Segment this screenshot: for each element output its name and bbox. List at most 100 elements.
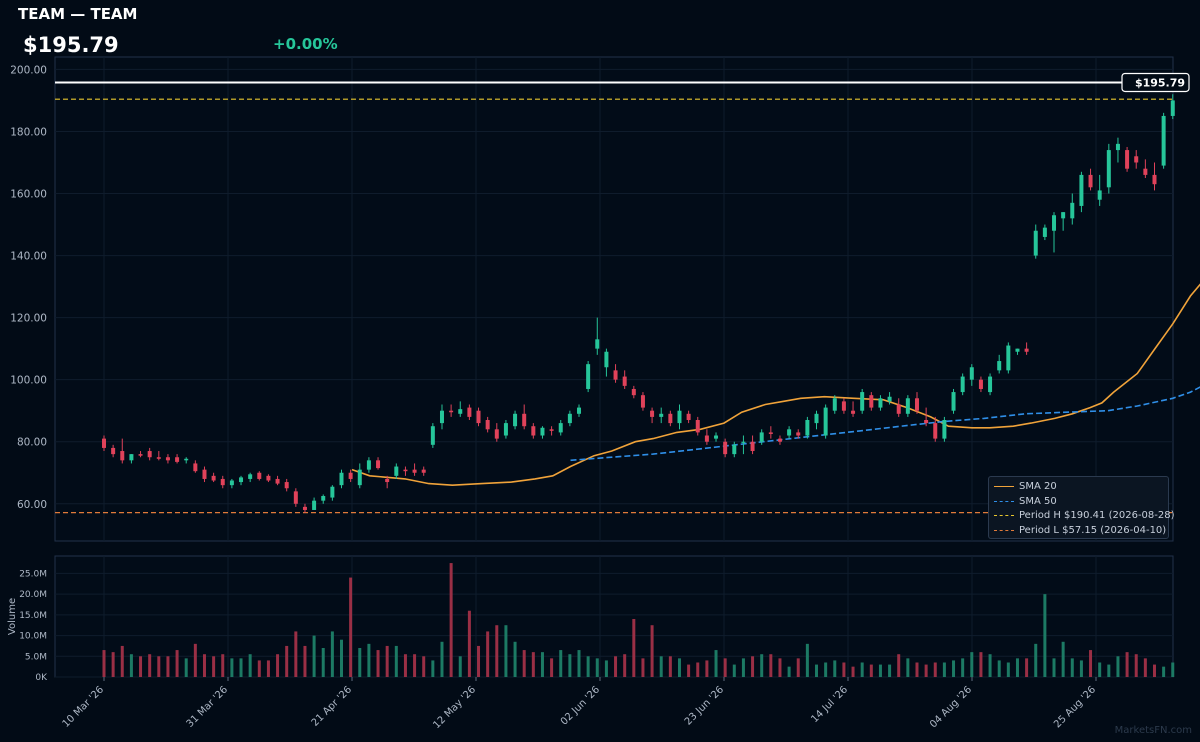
volume-bar bbox=[778, 658, 782, 677]
volume-bar bbox=[376, 650, 380, 677]
volume-bar bbox=[202, 654, 206, 677]
volume-bar bbox=[340, 639, 344, 677]
candle-body bbox=[759, 432, 764, 442]
volume-bar bbox=[769, 654, 773, 677]
candle-body bbox=[951, 392, 956, 411]
candle-body bbox=[156, 457, 161, 459]
volume-tick-label: 10.0M bbox=[19, 632, 47, 642]
last-price-label: $195.79 bbox=[1135, 76, 1185, 89]
candle-body bbox=[978, 379, 983, 389]
volume-bar bbox=[1070, 658, 1074, 677]
candle-body bbox=[467, 407, 472, 417]
volume-bar bbox=[230, 658, 234, 677]
candle-body bbox=[668, 413, 673, 424]
volume-bar bbox=[1116, 656, 1120, 677]
candle-body bbox=[595, 339, 600, 349]
candle-body bbox=[905, 398, 910, 414]
volume-bar bbox=[1034, 643, 1038, 677]
volume-bar bbox=[285, 645, 289, 677]
candle-body bbox=[229, 480, 234, 486]
legend-item-sma50: SMA 50 bbox=[989, 495, 1168, 509]
candle-body bbox=[385, 478, 390, 483]
volume-bar bbox=[276, 654, 280, 677]
moving-averages bbox=[351, 283, 1200, 487]
candle-body bbox=[394, 466, 399, 476]
volume-bar bbox=[869, 664, 873, 677]
volume-bar bbox=[1098, 662, 1102, 677]
legend: SMA 20 SMA 50 Period H $190.41 (2026-08-… bbox=[988, 476, 1175, 539]
volume-bar bbox=[394, 645, 398, 677]
volume-bar bbox=[604, 660, 608, 677]
sma20-line bbox=[351, 283, 1200, 487]
volume-bar bbox=[760, 654, 764, 677]
candle-body bbox=[257, 472, 262, 479]
candle-body bbox=[421, 469, 426, 473]
candle-body bbox=[1134, 156, 1139, 163]
candle-body bbox=[321, 496, 326, 501]
volume-bar bbox=[970, 652, 974, 677]
volume-bar bbox=[650, 625, 654, 677]
volume-bar bbox=[129, 654, 133, 677]
volume-bar bbox=[577, 650, 581, 677]
candle-body bbox=[1061, 212, 1066, 219]
volume-bar bbox=[687, 664, 691, 677]
volume-bars bbox=[102, 563, 1175, 677]
volume-bar bbox=[614, 656, 618, 677]
candle-body bbox=[120, 451, 125, 461]
candle-body bbox=[988, 376, 993, 393]
candle-body bbox=[220, 478, 225, 486]
candle-body bbox=[403, 469, 408, 472]
volume-bar bbox=[422, 656, 426, 677]
candle-body bbox=[933, 423, 938, 439]
volume-bar bbox=[166, 656, 170, 677]
grid bbox=[55, 57, 1173, 678]
volume-bar bbox=[824, 662, 828, 677]
volume-bar bbox=[120, 645, 124, 677]
volume-bar bbox=[595, 658, 599, 677]
volume-bar bbox=[1134, 654, 1138, 677]
volume-bar bbox=[303, 645, 307, 677]
volume-bar bbox=[714, 650, 718, 677]
legend-item-period-low: Period L $57.15 (2026-04-10) bbox=[989, 524, 1168, 538]
volume-bar bbox=[1015, 658, 1019, 677]
legend-swatch-period-high bbox=[994, 515, 1014, 516]
volume-bar bbox=[449, 563, 453, 677]
candle-body bbox=[924, 420, 929, 424]
price-tick-label: 140.00 bbox=[10, 251, 47, 263]
volume-bar bbox=[988, 654, 992, 677]
chart-title: TEAM — TEAM bbox=[18, 5, 138, 23]
volume-bar bbox=[997, 660, 1001, 677]
volume-bar bbox=[641, 658, 645, 677]
volume-bar bbox=[796, 658, 800, 677]
volume-bar bbox=[815, 664, 819, 677]
volume-bar bbox=[139, 656, 143, 677]
price-tick-label: 60.00 bbox=[17, 499, 47, 511]
volume-tick-label: 15.0M bbox=[19, 611, 47, 621]
candle-body bbox=[248, 474, 253, 479]
candle-body bbox=[184, 458, 189, 461]
candle-body bbox=[1079, 174, 1084, 206]
candle-body bbox=[1152, 174, 1157, 185]
candle-body bbox=[723, 441, 728, 455]
volume-bar bbox=[979, 652, 983, 677]
candle-body bbox=[202, 469, 207, 479]
candle-body bbox=[284, 482, 289, 489]
volume-bar bbox=[540, 652, 544, 677]
volume-bar bbox=[860, 662, 864, 677]
volume-bar bbox=[696, 662, 700, 677]
volume-bar bbox=[559, 650, 563, 677]
candle-body bbox=[211, 475, 216, 481]
volume-bar bbox=[888, 664, 892, 677]
volume-bar bbox=[906, 658, 910, 677]
volume-bar bbox=[504, 625, 508, 677]
volume-bar bbox=[1152, 664, 1156, 677]
candle-body bbox=[1006, 345, 1011, 371]
candles bbox=[102, 94, 1175, 513]
volume-bar bbox=[833, 660, 837, 677]
volume-bar bbox=[632, 619, 636, 677]
candle-body bbox=[640, 395, 645, 408]
volume-bar bbox=[897, 654, 901, 677]
candle-body bbox=[805, 420, 810, 436]
volume-bar bbox=[1125, 652, 1129, 677]
